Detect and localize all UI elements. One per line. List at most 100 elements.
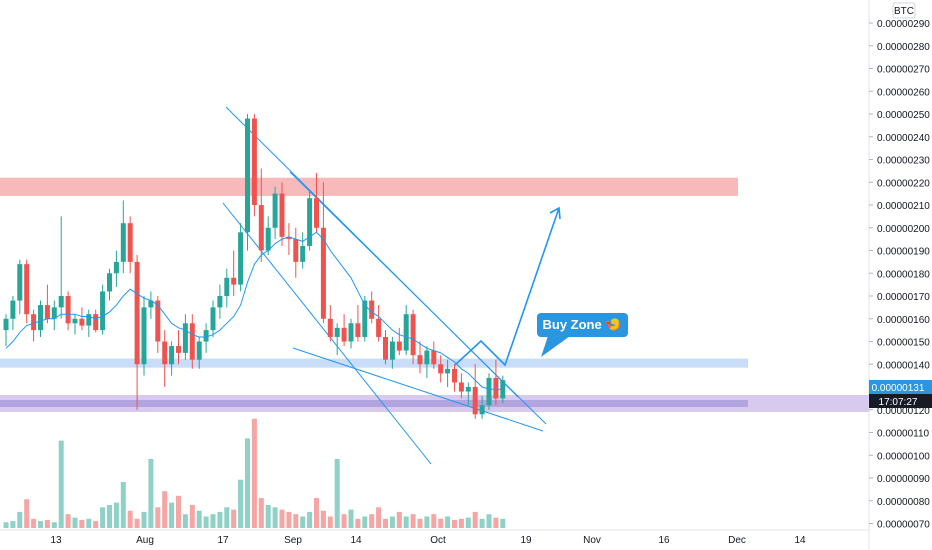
price-tick-label: 0.00000140 bbox=[877, 360, 930, 371]
candle-body bbox=[169, 346, 175, 365]
candle-body bbox=[17, 264, 23, 301]
time-tick-label: 13 bbox=[50, 535, 62, 546]
price-tick-label: 0.00000240 bbox=[877, 133, 930, 144]
time-tick-label: 14 bbox=[794, 535, 806, 546]
volume-bar bbox=[272, 507, 278, 528]
time-tick-label: Oct bbox=[430, 535, 446, 546]
volume-bar bbox=[44, 519, 50, 528]
wedge-lower-trendline[interactable] bbox=[292, 347, 544, 432]
volume-bar bbox=[383, 518, 388, 528]
volume-bar bbox=[231, 509, 237, 528]
price-tick-label: 0.00000220 bbox=[877, 178, 930, 189]
candle-body bbox=[355, 323, 361, 337]
candle-body bbox=[445, 368, 451, 374]
price-tick-label: 0.00000210 bbox=[877, 201, 930, 212]
volume-bar bbox=[458, 518, 464, 528]
time-tick-label: 17 bbox=[217, 535, 229, 546]
candle-body bbox=[293, 239, 299, 262]
time-tick-label: 19 bbox=[520, 535, 532, 546]
price-tick-label: 0.00000150 bbox=[877, 338, 930, 349]
volume-bar bbox=[203, 516, 209, 528]
candle-body bbox=[327, 318, 333, 337]
volume-bar bbox=[320, 510, 326, 528]
volume-bar bbox=[258, 498, 264, 528]
support-zone bbox=[0, 358, 748, 368]
price-tick-label: 0.00000180 bbox=[877, 269, 930, 280]
price-tick-label: 0.00000290 bbox=[877, 19, 930, 30]
volume-bar bbox=[210, 514, 216, 528]
candle-body bbox=[176, 346, 181, 353]
volume-bar bbox=[465, 517, 471, 528]
candle-body bbox=[196, 341, 202, 360]
currency-box bbox=[892, 2, 916, 19]
candle-body bbox=[320, 227, 326, 319]
candle-body bbox=[431, 350, 437, 365]
candle-body bbox=[417, 355, 423, 365]
volume-bar bbox=[217, 511, 223, 528]
volume-bar bbox=[341, 514, 347, 528]
candle-body bbox=[334, 327, 340, 337]
candle-body bbox=[210, 307, 216, 331]
candle-body bbox=[458, 382, 464, 392]
candle-body bbox=[438, 364, 444, 374]
price-tick-label: 0.00000280 bbox=[877, 42, 930, 53]
volume-bar bbox=[189, 505, 195, 528]
candle-body bbox=[141, 307, 147, 365]
volume-bar bbox=[479, 518, 485, 528]
price-tick-label: 0.00000170 bbox=[877, 292, 930, 303]
price-tick-label: 0.00000160 bbox=[877, 315, 930, 326]
candle-body bbox=[93, 314, 99, 331]
volume-bar bbox=[100, 507, 106, 528]
volume-bar bbox=[293, 514, 299, 528]
volume-bar bbox=[238, 479, 244, 528]
candle-body bbox=[44, 305, 50, 319]
price-tick-label: 0.00000110 bbox=[877, 429, 930, 440]
candle-body bbox=[245, 118, 250, 233]
volume-bar bbox=[58, 440, 64, 528]
volume-bar bbox=[251, 418, 257, 528]
volume-bar bbox=[431, 514, 437, 528]
candle-body bbox=[224, 277, 230, 296]
candle-body bbox=[65, 296, 71, 324]
candle-body bbox=[265, 227, 271, 251]
volume-bar bbox=[396, 511, 402, 528]
candle-body bbox=[3, 318, 9, 331]
channel-lower-trendline[interactable] bbox=[222, 202, 432, 465]
candle-body bbox=[376, 318, 382, 337]
volume-bar bbox=[472, 511, 478, 528]
price-tick-label: 0.00000120 bbox=[877, 406, 930, 417]
candle-body bbox=[341, 327, 347, 342]
volume-bar bbox=[286, 511, 292, 528]
candle-body bbox=[182, 323, 188, 353]
candle-body bbox=[383, 336, 388, 360]
candle-body bbox=[472, 387, 478, 415]
candle-body bbox=[403, 314, 409, 351]
candle-body bbox=[120, 223, 126, 262]
time-tick-label: 14 bbox=[350, 535, 362, 546]
volume-bar bbox=[162, 491, 168, 528]
volume-bar bbox=[445, 516, 451, 528]
volume-bar bbox=[307, 511, 313, 528]
price-tick-label: 0.00000090 bbox=[877, 474, 930, 485]
countdown-value: 17:07:27 bbox=[879, 397, 918, 408]
candle-body bbox=[465, 387, 471, 392]
currency-label: BTC bbox=[894, 6, 914, 17]
projection-arrow-path[interactable] bbox=[454, 207, 560, 367]
volume-bar bbox=[155, 507, 161, 528]
price-tick-label: 0.00000270 bbox=[877, 65, 930, 76]
annotation-layer[interactable]: Buy Zone 🍤 bbox=[537, 313, 628, 357]
buy-zone-callout[interactable] bbox=[537, 313, 628, 337]
volume-bar bbox=[500, 518, 506, 528]
volume-bar bbox=[452, 519, 457, 528]
candle-body bbox=[10, 300, 16, 319]
volume-bar bbox=[376, 507, 382, 528]
candle-body bbox=[251, 118, 257, 205]
drawings-layer[interactable] bbox=[222, 106, 561, 465]
candle-body bbox=[31, 314, 37, 331]
volume-bar bbox=[86, 518, 92, 528]
zones-layer bbox=[0, 177, 869, 413]
candle-body bbox=[479, 405, 485, 415]
